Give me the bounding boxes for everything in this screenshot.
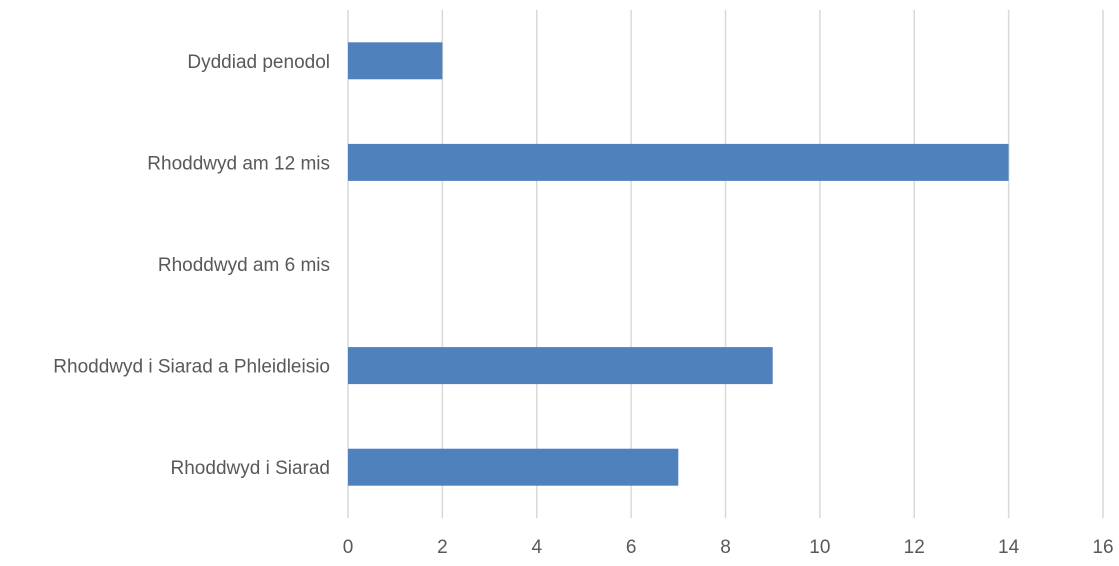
category-label: Rhoddwyd i Siarad xyxy=(171,458,330,479)
gridlines xyxy=(347,10,1104,518)
x-axis-tick-labels: 0 2 4 6 8 10 12 14 16 xyxy=(343,537,1114,558)
category-label: Rhoddwyd am 6 mis xyxy=(158,255,330,276)
category-label: Rhoddwyd am 12 mis xyxy=(147,153,330,174)
bar xyxy=(348,42,443,80)
x-tick-label: 6 xyxy=(626,537,637,558)
x-tick-label: 4 xyxy=(531,537,542,558)
x-tick-label: 2 xyxy=(437,537,448,558)
category-label: Dyddiad penodol xyxy=(187,52,330,73)
bar xyxy=(348,347,773,385)
bar xyxy=(348,448,679,486)
x-tick-label: 12 xyxy=(904,537,925,558)
bars xyxy=(348,42,1009,486)
x-tick-label: 10 xyxy=(809,537,830,558)
category-labels: Dyddiad penodol Rhoddwyd am 12 mis Rhoddwy… xyxy=(53,52,330,479)
x-tick-label: 16 xyxy=(1092,537,1113,558)
x-tick-label: 0 xyxy=(343,537,354,558)
category-label: Rhoddwyd i Siarad a Phleidleisio xyxy=(53,357,330,378)
x-tick-label: 14 xyxy=(998,537,1020,558)
bar xyxy=(348,143,1009,181)
x-tick-label: 8 xyxy=(720,537,731,558)
